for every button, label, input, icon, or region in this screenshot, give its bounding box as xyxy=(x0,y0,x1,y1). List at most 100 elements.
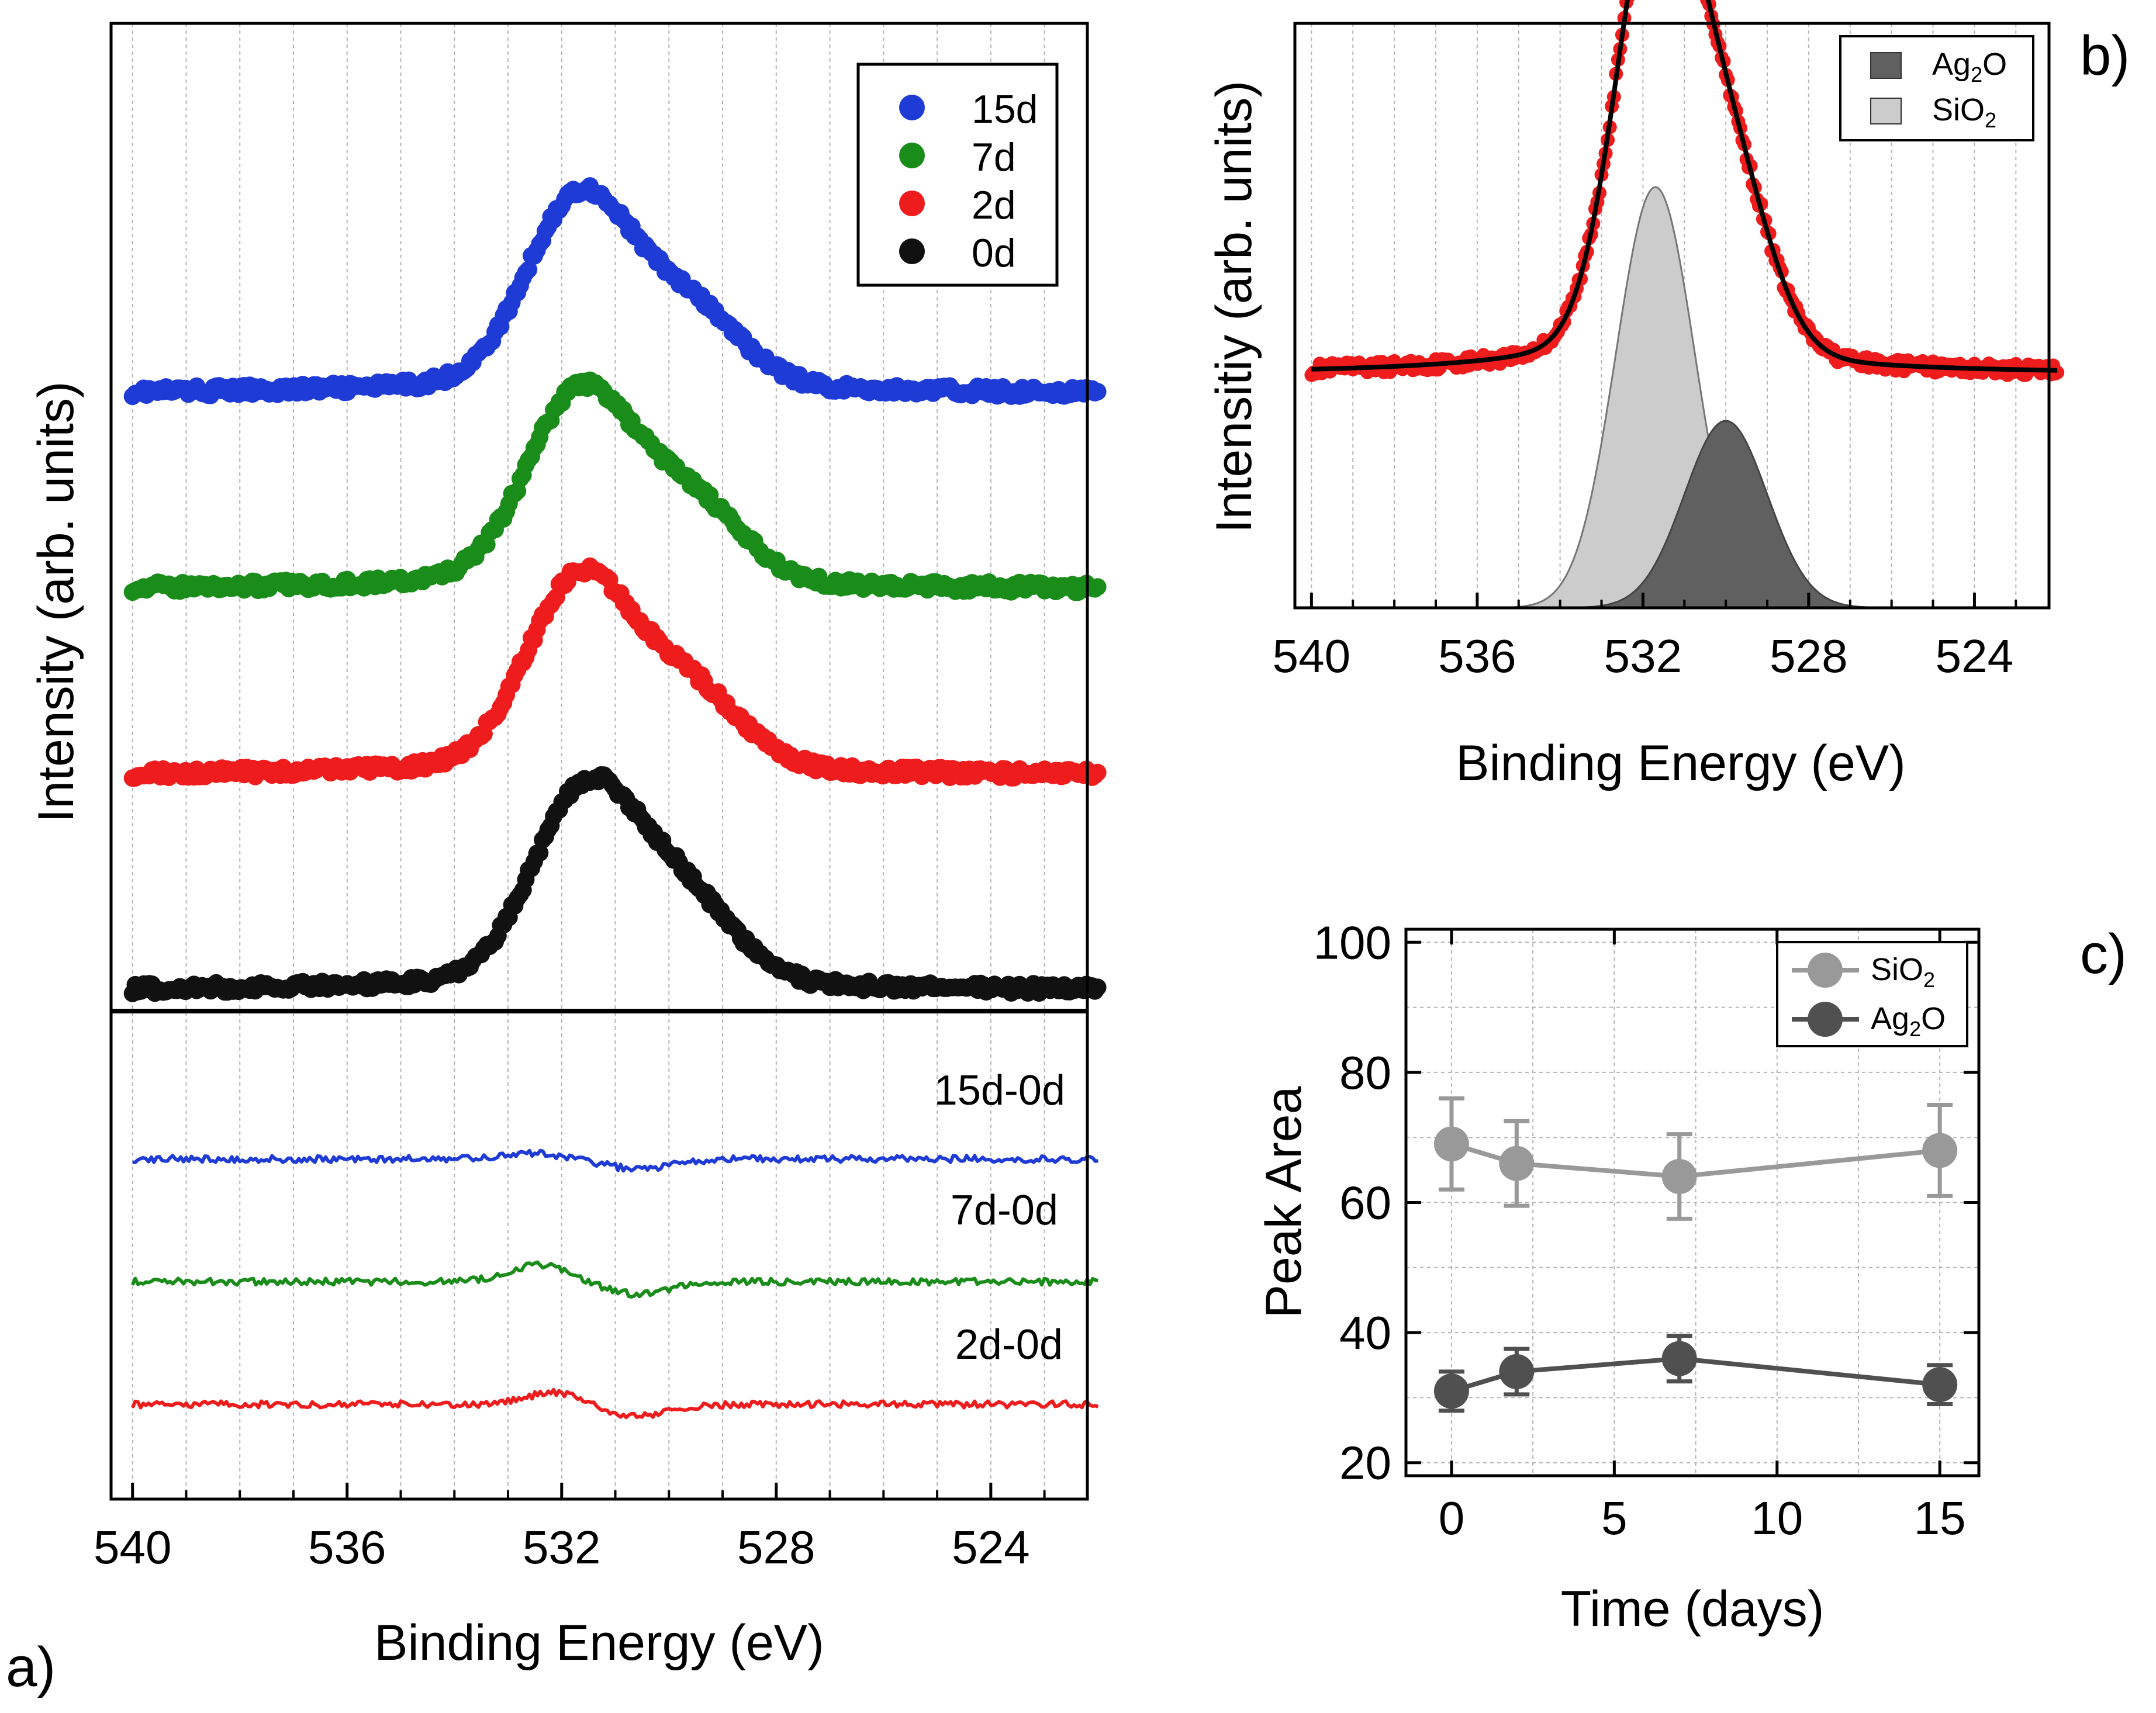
series-7d xyxy=(123,371,1107,601)
panel-a-label: a) xyxy=(6,1636,56,1698)
data-point-Ag2O xyxy=(1499,1354,1535,1389)
legend-marker-0d xyxy=(899,238,925,264)
panel-b-tick-label: 528 xyxy=(1770,630,1847,682)
data-point-Ag2O xyxy=(1661,1341,1697,1376)
panel-a-x-ticks: 540 536 532 528 524 xyxy=(94,1483,1046,1573)
legend-label-2d: 2d xyxy=(972,183,1016,227)
legend-label-sio2-sub: 2 xyxy=(1985,108,1996,132)
panel-c-x-tick-label: 10 xyxy=(1751,1492,1803,1544)
component-ag2o xyxy=(1552,420,1900,609)
panel-c-x-tick-label: 15 xyxy=(1914,1492,1966,1544)
panel-b: 540 536 532 528 524 Binding Energy (eV) Inte… xyxy=(1206,0,2130,791)
data-point-15d xyxy=(520,261,538,279)
data-point-SiO2 xyxy=(1433,1126,1469,1162)
legend-marker-2d xyxy=(899,191,925,216)
panel-a-tick-label: 528 xyxy=(737,1521,815,1573)
data-point-SiO2 xyxy=(1499,1146,1535,1181)
diff-label-15d-0d: 15d-0d xyxy=(934,1067,1065,1114)
legend-label-7d: 7d xyxy=(972,135,1016,179)
fit-curve xyxy=(1311,0,2058,373)
panel-c-legend-sio2-base: SiO xyxy=(1871,952,1923,987)
panel-b-tick-label: 536 xyxy=(1438,630,1516,682)
panel-b-fit-curve xyxy=(1311,0,2058,373)
data-point-SiO2 xyxy=(1661,1158,1697,1194)
panel-c-y-tick-label: 40 xyxy=(1339,1307,1391,1359)
diff-curve-7d-0d xyxy=(130,1260,1098,1299)
legend-label-0d: 0d xyxy=(972,231,1016,275)
panel-c-x-axis-label: Time (days) xyxy=(1561,1581,1825,1637)
panel-b-x-axis-label: Binding Energy (eV) xyxy=(1456,735,1906,791)
legend-swatch-ag2o xyxy=(1870,52,1902,79)
panel-b-legend: Ag2O SiO2 xyxy=(1839,35,2034,141)
diff-label-2d-0d: 2d-0d xyxy=(955,1321,1063,1368)
diff-curve-15d-0d xyxy=(132,1148,1098,1173)
diff-label-7d-0d: 7d-0d xyxy=(951,1187,1058,1234)
legend-label-15d: 15d xyxy=(972,87,1038,131)
panel-a: 540 536 532 528 524 Binding Energy (eV) Inte… xyxy=(6,22,1107,1698)
series-0d xyxy=(123,766,1107,1002)
panel-c-legend-ag2o-base: Ag xyxy=(1871,1001,1909,1036)
panel-c-legend-box xyxy=(1776,941,1968,1047)
panel-c-legend-label-sio2: SiO2 xyxy=(1871,952,1935,992)
panel-a-legend-box xyxy=(856,63,1059,287)
series-15d xyxy=(123,177,1107,406)
panel-b-fit-components xyxy=(1481,186,1900,609)
panel-b-tick-label: 540 xyxy=(1273,630,1350,682)
legend-label-sio2: SiO2 xyxy=(1932,92,1996,132)
panel-c-y-tick-label: 100 xyxy=(1314,916,1391,968)
legend-label-ag2o-base: Ag xyxy=(1932,47,1971,82)
legend-marker-15d xyxy=(899,95,925,120)
panel-a-tick-label: 532 xyxy=(523,1521,600,1573)
legend-label-ag2o: Ag2O xyxy=(1932,47,2007,86)
legend-swatch-sio2 xyxy=(1870,98,1902,124)
series-Ag2O xyxy=(1433,1334,1958,1413)
series-2d xyxy=(123,557,1107,787)
panel-a-tick-label: 536 xyxy=(308,1521,386,1573)
legend-marker-ag2o-c xyxy=(1808,1002,1843,1037)
panel-a-x-axis-label: Binding Energy (eV) xyxy=(374,1615,824,1671)
data-point-SiO2 xyxy=(1922,1133,1958,1168)
panel-b-frame xyxy=(1293,22,2051,610)
legend-marker-7d xyxy=(899,143,925,168)
legend-label-ag2o-tail: O xyxy=(1982,47,2007,82)
series-SiO2 xyxy=(1433,1096,1958,1221)
series-line-SiO2 xyxy=(1450,1141,1940,1179)
panel-c-legend-ag2o-tail: O xyxy=(1921,1001,1946,1036)
panel-a-tick-label: 540 xyxy=(94,1521,171,1573)
panel-b-tick-label: 532 xyxy=(1604,630,1682,682)
legend-marker-sio2 xyxy=(1808,953,1843,988)
legend-label-ag2o-sub: 2 xyxy=(1971,63,1982,86)
panel-a-legend: 15d 7d 2d 0d xyxy=(856,63,1059,287)
panel-c-x-tick-label: 0 xyxy=(1439,1492,1465,1544)
panel-c-y-tick-label: 60 xyxy=(1339,1177,1391,1229)
panel-b-label: b) xyxy=(2080,25,2130,87)
panel-c-y-tick-label: 80 xyxy=(1339,1047,1391,1099)
panel-c-legend-ag2o-sub: 2 xyxy=(1909,1017,1921,1041)
data-point-15d xyxy=(1089,383,1107,401)
panel-a-difference-curves xyxy=(130,1148,1099,1420)
panel-c-series xyxy=(1433,1096,1958,1413)
panel-c-label: c) xyxy=(2080,923,2127,985)
panel-b-y-axis-label: Intensitiy (arb. units) xyxy=(1206,81,1262,533)
data-point-2d xyxy=(1089,763,1107,781)
panel-a-frame xyxy=(109,22,1089,1501)
data-point-0d xyxy=(531,844,549,862)
data-point-7d xyxy=(1089,578,1107,596)
data-point-Ag2O xyxy=(1433,1373,1469,1409)
data-point-0d xyxy=(1089,978,1107,996)
diff-curve-2d-0d xyxy=(130,1387,1099,1420)
panel-a-tick-label: 524 xyxy=(952,1521,1029,1573)
panel-a-spectra xyxy=(123,177,1107,1002)
data-point-Ag2O xyxy=(1922,1367,1958,1403)
legend-label-sio2-base: SiO xyxy=(1932,92,1985,127)
panel-c-y-tick-label: 20 xyxy=(1339,1437,1391,1489)
panel-c-ticks: 0 5 10 15 20 40 60 80 100 xyxy=(1314,916,1979,1544)
panel-b-tick-label: 524 xyxy=(1936,630,2013,682)
panel-c-y-axis-label: Peak Area xyxy=(1256,1086,1312,1318)
panel-c-legend-label-ag2o: Ag2O xyxy=(1871,1001,1946,1041)
panel-c-legend-sio2-sub: 2 xyxy=(1923,968,1935,992)
panel-c-x-tick-label: 5 xyxy=(1601,1492,1628,1544)
